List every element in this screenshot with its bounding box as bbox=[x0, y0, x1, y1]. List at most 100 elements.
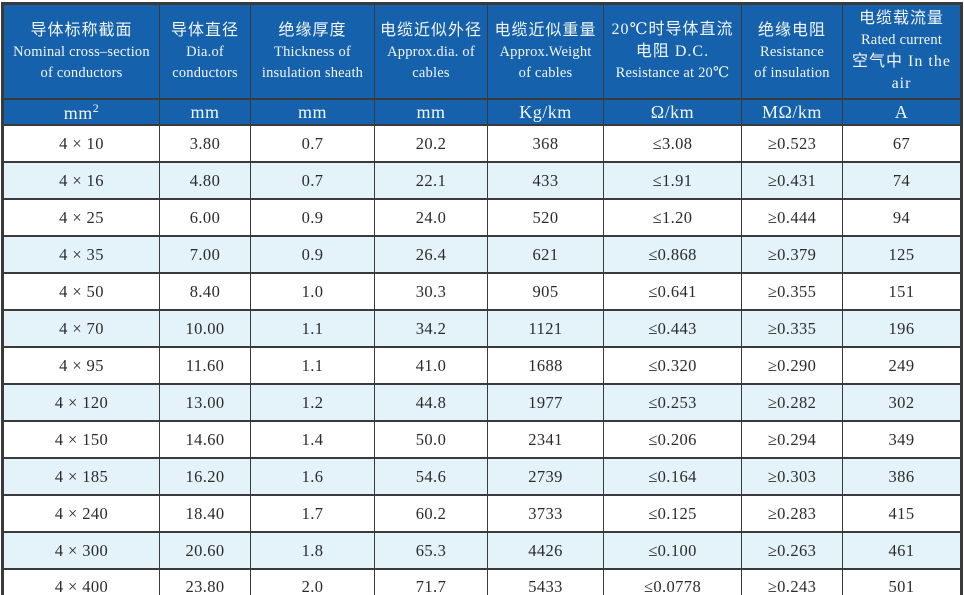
unit-cell-conductor-diameter: mm bbox=[159, 98, 251, 126]
header-line: Resistance bbox=[759, 43, 824, 60]
table-cell-conductor-diameter: 20.60 bbox=[159, 531, 251, 570]
table-cell-insulation-resistance: ≥0.290 bbox=[741, 346, 843, 385]
table-row: 4 × 120 13.00 1.2 44.8 1977 ≤0.253 ≥0.282 302 bbox=[2, 383, 962, 422]
table-row: 4 × 400 23.80 2.0 71.7 5433 ≤0.0778 ≥0.243 501 bbox=[2, 568, 962, 595]
unit-cell-dc-resistance: Ω/km bbox=[603, 98, 742, 126]
header-line: of insulation bbox=[754, 64, 830, 81]
header-line: Approx.Weight bbox=[499, 43, 592, 60]
header-line: Thickness of bbox=[274, 43, 351, 60]
unit-cell-nominal-cross-section: mm2 bbox=[2, 98, 160, 126]
table-cell-approx-weight: 1977 bbox=[487, 383, 604, 422]
table-cell-rated-current: 151 bbox=[842, 272, 962, 311]
header-line: of conductors bbox=[40, 64, 123, 81]
table-cell-dc-resistance: ≤0.641 bbox=[603, 272, 742, 311]
table-cell-insulation-resistance: ≥0.431 bbox=[741, 161, 843, 200]
table-cell-insulation-thickness: 0.9 bbox=[250, 198, 375, 237]
header-line: conductors bbox=[172, 64, 238, 81]
header-line: Dia.of bbox=[186, 43, 224, 60]
table-cell-nominal-cross-section: 4 × 400 bbox=[2, 568, 160, 595]
table-cell-dc-resistance: ≤0.164 bbox=[603, 457, 742, 496]
table-cell-rated-current: 67 bbox=[842, 124, 962, 163]
table-cell-rated-current: 125 bbox=[842, 235, 962, 274]
header-line: 20℃时导体直流 bbox=[611, 21, 734, 38]
table-cell-rated-current: 415 bbox=[842, 494, 962, 533]
table-cell-nominal-cross-section: 4 × 16 bbox=[2, 161, 160, 200]
table-cell-approx-weight: 1688 bbox=[487, 346, 604, 385]
table-cell-approx-weight: 4426 bbox=[487, 531, 604, 570]
header-line: 电阻 D.C. bbox=[635, 43, 710, 60]
table-cell-dc-resistance: ≤0.253 bbox=[603, 383, 742, 422]
table-cell-nominal-cross-section: 4 × 70 bbox=[2, 309, 160, 348]
table-row: 4 × 70 10.00 1.1 34.2 1121 ≤0.443 ≥0.335 196 bbox=[2, 309, 962, 348]
table-cell-approx-diameter: 20.2 bbox=[374, 124, 488, 163]
header-line: Rated current bbox=[860, 32, 943, 48]
column-header-dc-resistance: 20℃时导体直流 电阻 D.C. Resistance at 20℃ bbox=[603, 2, 742, 100]
column-header-approx-weight: 电缆近似重量 Approx.Weight of cables bbox=[487, 2, 604, 100]
table-cell-approx-diameter: 41.0 bbox=[374, 346, 488, 385]
table-cell-dc-resistance: ≤3.08 bbox=[603, 124, 742, 163]
table-cell-approx-diameter: 65.3 bbox=[374, 531, 488, 570]
table-cell-dc-resistance: ≤0.125 bbox=[603, 494, 742, 533]
table-cell-insulation-resistance: ≥0.263 bbox=[741, 531, 843, 570]
header-line: cables bbox=[412, 64, 450, 81]
column-header-rated-current: 电缆载流量 Rated current 空气中 In the air bbox=[842, 2, 962, 100]
unit-cell-approx-diameter: mm bbox=[374, 98, 488, 126]
table-cell-approx-weight: 5433 bbox=[487, 568, 604, 595]
table-cell-rated-current: 94 bbox=[842, 198, 962, 237]
table-cell-nominal-cross-section: 4 × 300 bbox=[2, 531, 160, 570]
table-cell-nominal-cross-section: 4 × 120 bbox=[2, 383, 160, 422]
table-row: 4 × 16 4.80 0.7 22.1 433 ≤1.91 ≥0.431 74 bbox=[2, 161, 962, 200]
table-cell-conductor-diameter: 11.60 bbox=[159, 346, 251, 385]
table-cell-nominal-cross-section: 4 × 150 bbox=[2, 420, 160, 459]
table-cell-insulation-thickness: 1.1 bbox=[250, 346, 375, 385]
table-row: 4 × 95 11.60 1.1 41.0 1688 ≤0.320 ≥0.290 249 bbox=[2, 346, 962, 385]
column-header-insulation-thickness: 绝缘厚度 Thickness of insulation sheath bbox=[250, 2, 375, 100]
table-cell-approx-diameter: 71.7 bbox=[374, 568, 488, 595]
table-cell-rated-current: 302 bbox=[842, 383, 962, 422]
header-line: Resistance at 20℃ bbox=[615, 65, 730, 81]
table-cell-dc-resistance: ≤0.443 bbox=[603, 309, 742, 348]
table-cell-insulation-resistance: ≥0.283 bbox=[741, 494, 843, 533]
table-cell-nominal-cross-section: 4 × 185 bbox=[2, 457, 160, 496]
table-cell-rated-current: 249 bbox=[842, 346, 962, 385]
table-cell-insulation-thickness: 0.7 bbox=[250, 161, 375, 200]
table-cell-nominal-cross-section: 4 × 95 bbox=[2, 346, 160, 385]
table-cell-insulation-resistance: ≥0.523 bbox=[741, 124, 843, 163]
table-header: 导体标称截面 Nominal cross–section of conductors… bbox=[2, 2, 962, 126]
table-cell-conductor-diameter: 8.40 bbox=[159, 272, 251, 311]
table-cell-dc-resistance: ≤1.91 bbox=[603, 161, 742, 200]
table-cell-insulation-thickness: 1.1 bbox=[250, 309, 375, 348]
table-cell-insulation-thickness: 1.4 bbox=[250, 420, 375, 459]
table-cell-approx-diameter: 22.1 bbox=[374, 161, 488, 200]
table-cell-insulation-thickness: 1.8 bbox=[250, 531, 375, 570]
table-cell-insulation-thickness: 0.7 bbox=[250, 124, 375, 163]
table-cell-rated-current: 196 bbox=[842, 309, 962, 348]
table-cell-approx-diameter: 50.0 bbox=[374, 420, 488, 459]
table-cell-insulation-resistance: ≥0.243 bbox=[741, 568, 843, 595]
table-cell-approx-weight: 368 bbox=[487, 124, 604, 163]
table-cell-dc-resistance: ≤0.0778 bbox=[603, 568, 742, 595]
table-cell-nominal-cross-section: 4 × 50 bbox=[2, 272, 160, 311]
header-line: Approx.dia. of bbox=[387, 43, 475, 60]
table-row: 4 × 150 14.60 1.4 50.0 2341 ≤0.206 ≥0.294 349 bbox=[2, 420, 962, 459]
table-row: 4 × 35 7.00 0.9 26.4 621 ≤0.868 ≥0.379 125 bbox=[2, 235, 962, 274]
table-cell-insulation-resistance: ≥0.303 bbox=[741, 457, 843, 496]
header-line: 空气中 In the air bbox=[852, 53, 951, 92]
table-cell-insulation-thickness: 1.7 bbox=[250, 494, 375, 533]
table-cell-insulation-resistance: ≥0.294 bbox=[741, 420, 843, 459]
table-cell-rated-current: 349 bbox=[842, 420, 962, 459]
table-cell-approx-diameter: 60.2 bbox=[374, 494, 488, 533]
table-cell-conductor-diameter: 4.80 bbox=[159, 161, 251, 200]
header-line: of cables bbox=[518, 64, 573, 81]
unit-cell-insulation-thickness: mm bbox=[250, 98, 375, 126]
table-cell-approx-weight: 621 bbox=[487, 235, 604, 274]
table-cell-insulation-resistance: ≥0.355 bbox=[741, 272, 843, 311]
table-cell-rated-current: 74 bbox=[842, 161, 962, 200]
column-header-nominal-cross-section: 导体标称截面 Nominal cross–section of conductors bbox=[2, 2, 160, 100]
table-cell-approx-diameter: 30.3 bbox=[374, 272, 488, 311]
table-cell-insulation-resistance: ≥0.379 bbox=[741, 235, 843, 274]
table-cell-conductor-diameter: 16.20 bbox=[159, 457, 251, 496]
table-cell-conductor-diameter: 23.80 bbox=[159, 568, 251, 595]
table-row: 4 × 25 6.00 0.9 24.0 520 ≤1.20 ≥0.444 94 bbox=[2, 198, 962, 237]
table-cell-dc-resistance: ≤1.20 bbox=[603, 198, 742, 237]
